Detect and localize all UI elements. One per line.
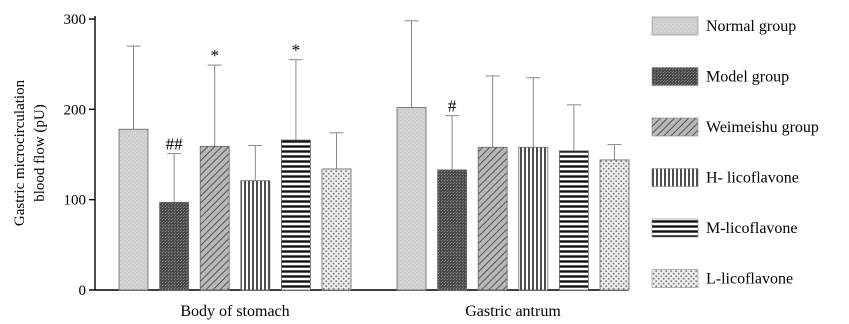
bar <box>159 201 190 291</box>
x-tick-label: Gastric antrum <box>465 303 561 320</box>
y-tick-label: 100 <box>64 193 87 209</box>
legend-swatch <box>651 117 699 137</box>
legend-swatch <box>651 67 699 86</box>
y-tick-label: 300 <box>64 12 87 28</box>
legend-label: H- licoflavone <box>706 170 799 187</box>
bar <box>518 146 549 291</box>
y-axis-label-line-2: blood flow (pU) <box>32 104 48 202</box>
bar <box>321 168 352 291</box>
legend-swatch <box>651 218 699 238</box>
x-axis-tick-labels: Body of stomach Gastric antrum <box>180 303 561 320</box>
y-tick-label: 0 <box>79 283 87 299</box>
legend-label: M-licoflavone <box>706 220 798 237</box>
significance-label: * <box>210 46 219 65</box>
legend-swatch <box>651 168 699 187</box>
y-axis-label-line-1: Gastric microcirculation <box>12 79 28 226</box>
y-axis-label: Gastric microcirculation blood flow (pU) <box>12 79 48 226</box>
legend-label: Model group <box>706 69 789 86</box>
legend-swatch <box>651 16 699 36</box>
bar <box>280 139 311 291</box>
bar <box>199 145 230 291</box>
bar <box>559 150 589 291</box>
bars: ###* * <box>118 20 630 291</box>
legend-swatch <box>651 269 699 288</box>
bar <box>118 128 149 291</box>
bar <box>240 180 271 291</box>
legend-label: L-licoflavone <box>706 271 793 288</box>
significance-label: * <box>292 41 301 60</box>
legend-label: Normal group <box>706 18 796 35</box>
legend: Normal group Model group Weimeishu group H-… <box>651 16 819 288</box>
bar <box>477 146 508 291</box>
x-tick-label: Body of stomach <box>180 303 289 320</box>
legend-label: Weimeishu group <box>706 119 819 136</box>
significance-label: ## <box>166 135 184 154</box>
significance-label: # <box>448 97 457 116</box>
bar <box>437 169 468 291</box>
bar <box>396 107 427 291</box>
y-tick-label: 200 <box>64 102 87 118</box>
bar <box>599 159 630 291</box>
